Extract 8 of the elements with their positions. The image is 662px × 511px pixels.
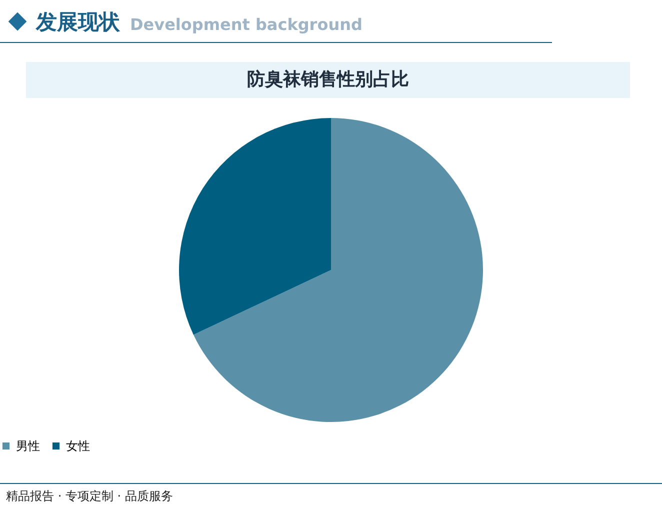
text: 发展现状 xyxy=(36,9,120,36)
text: 精品报告 · 专项定制 · 品质服务 xyxy=(6,488,173,505)
text: Development background xyxy=(130,15,362,34)
legend-label: 男性 xyxy=(16,439,40,453)
chart-title: 防臭袜销售性别占比 xyxy=(26,62,630,98)
pie-slice xyxy=(193,118,483,422)
legend-label: 女性 xyxy=(66,439,90,453)
pie-slice xyxy=(179,118,331,335)
